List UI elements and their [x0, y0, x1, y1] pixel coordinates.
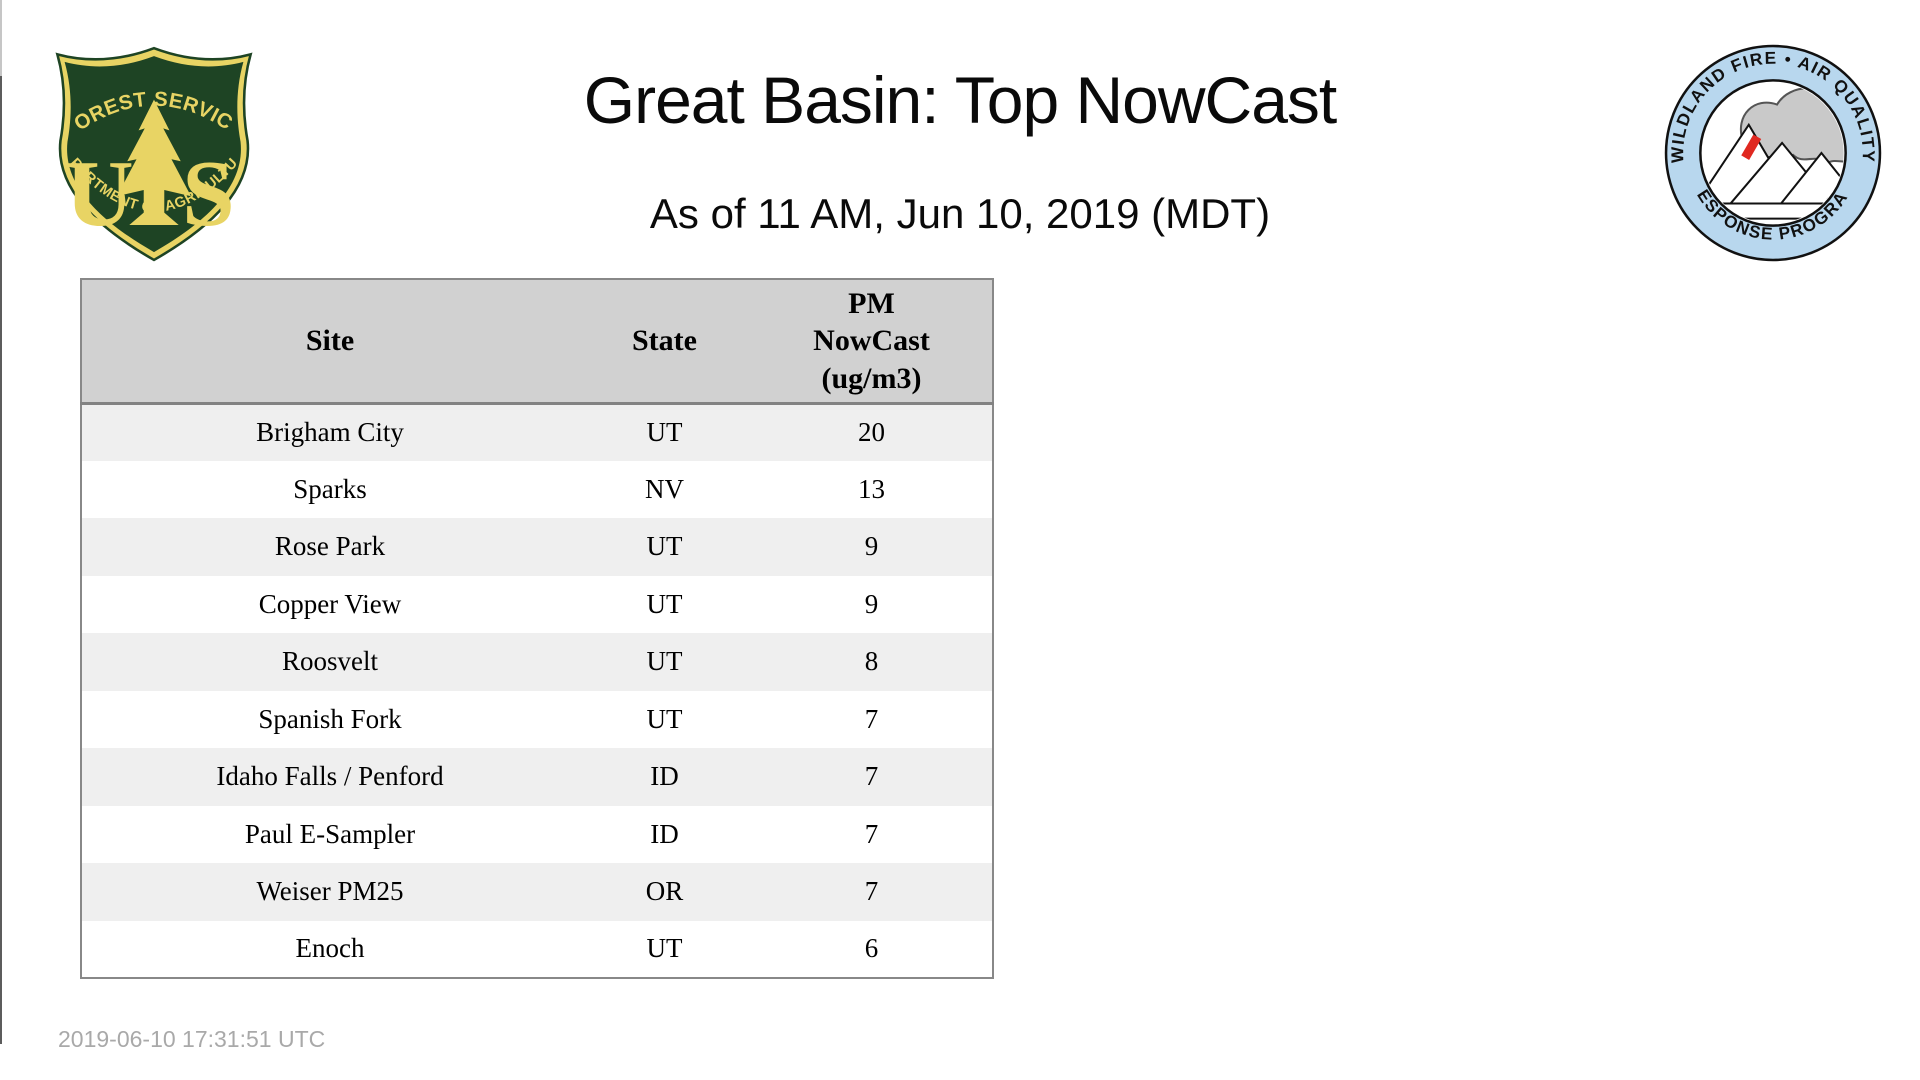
- cell-state: OR: [578, 863, 751, 921]
- pine-tree-icon: [116, 99, 192, 225]
- cell-site: Copper View: [81, 575, 578, 633]
- cell-site: Paul E-Sampler: [81, 805, 578, 863]
- cell-site: Idaho Falls / Penford: [81, 748, 578, 806]
- cell-value: 6: [751, 920, 993, 978]
- flame-icon: [1741, 134, 1762, 160]
- cell-site: Sparks: [81, 460, 578, 518]
- cell-site: Spanish Fork: [81, 690, 578, 748]
- cell-state: UT: [578, 633, 751, 691]
- table-row: Idaho Falls / Penford ID 7: [81, 748, 993, 806]
- table-row: Rose Park UT 9: [81, 518, 993, 576]
- window-left-edge-bottom: [0, 76, 2, 1044]
- wfaqrp-badge-logo: WILDLAND FIRE • AIR QUALITY RESPONSE PRO…: [1662, 42, 1882, 262]
- cell-site: Brigham City: [81, 403, 578, 461]
- page-title: Great Basin: Top NowCast: [583, 63, 1337, 137]
- cell-value: 9: [751, 518, 993, 576]
- cell-site: Roosvelt: [81, 633, 578, 691]
- usfs-shield-logo: FOREST SERVICE U S DEPARTMENT OF AGRICUL…: [48, 42, 253, 262]
- table-row: Brigham City UT 20: [81, 403, 993, 461]
- cell-state: ID: [578, 748, 751, 806]
- nowcast-table: Site State PM NowCast (ug/m3) Brigham Ci…: [80, 278, 994, 979]
- cell-value: 9: [751, 575, 993, 633]
- table-row: Spanish Fork UT 7: [81, 690, 993, 748]
- column-header-site: Site: [81, 279, 578, 405]
- cell-state: ID: [578, 805, 751, 863]
- cell-value: 13: [751, 460, 993, 518]
- cell-value: 7: [751, 690, 993, 748]
- cell-value: 7: [751, 863, 993, 921]
- table-body: Brigham City UT 20 Sparks NV 13 Rose Park UT 9 Co…: [81, 403, 993, 978]
- cell-value: 20: [751, 403, 993, 461]
- cell-state: UT: [578, 403, 751, 461]
- cell-state: UT: [578, 920, 751, 978]
- cell-site: Rose Park: [81, 518, 578, 576]
- cell-state: UT: [578, 575, 751, 633]
- usfs-letter-s: S: [182, 142, 235, 246]
- cell-state: UT: [578, 518, 751, 576]
- table-header: Site State PM NowCast (ug/m3): [81, 279, 993, 405]
- table-row: Copper View UT 9: [81, 575, 993, 633]
- column-header-pm-nowcast: PM NowCast (ug/m3): [751, 279, 993, 405]
- window-left-edge-top: [0, 0, 2, 76]
- cell-value: 7: [751, 805, 993, 863]
- table-row: Weiser PM25 OR 7: [81, 863, 993, 921]
- cell-site: Enoch: [81, 920, 578, 978]
- table-row: Sparks NV 13: [81, 460, 993, 518]
- generation-timestamp: 2019-06-10 17:31:51 UTC: [58, 1026, 326, 1052]
- table-row: Roosvelt UT 8: [81, 633, 993, 691]
- cell-site: Weiser PM25: [81, 863, 578, 921]
- cell-state: UT: [578, 690, 751, 748]
- table-row: Paul E-Sampler ID 7: [81, 805, 993, 863]
- cell-value: 7: [751, 748, 993, 806]
- cell-value: 8: [751, 633, 993, 691]
- cell-state: NV: [578, 460, 751, 518]
- column-header-state: State: [578, 279, 751, 405]
- table-row: Enoch UT 6: [81, 920, 993, 978]
- page-subtitle: As of 11 AM, Jun 10, 2019 (MDT): [649, 190, 1271, 237]
